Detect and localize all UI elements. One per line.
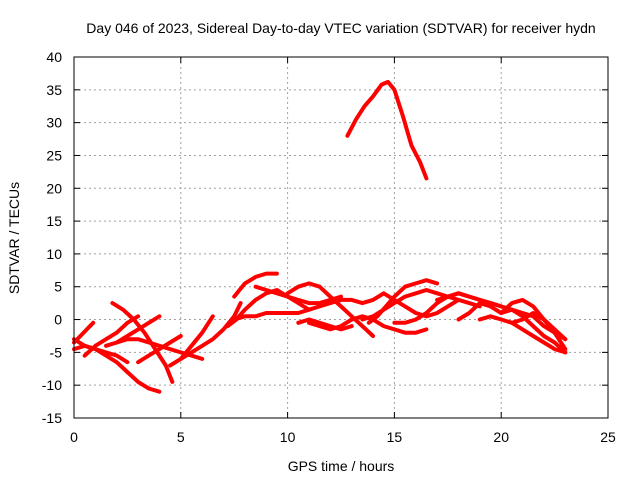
y-tick-label: -15	[42, 410, 62, 426]
series-line-arc-27	[509, 320, 568, 355]
x-axis-label: GPS time / hours	[288, 458, 395, 474]
series-line-arc-14	[253, 284, 343, 306]
y-tick-label: 40	[46, 49, 62, 65]
series-line-arc-22	[345, 79, 429, 181]
x-tick-label: 10	[280, 429, 296, 445]
x-tick-label: 15	[387, 429, 403, 445]
series-line-arc-15	[285, 281, 375, 338]
y-tick-label: 0	[54, 312, 62, 328]
series-line-arc-13	[232, 307, 311, 322]
x-tick-label: 0	[70, 429, 78, 445]
y-tick-label: 25	[46, 147, 62, 163]
x-tick-label: 25	[600, 429, 616, 445]
series-group	[72, 79, 568, 394]
y-tick-label: 10	[46, 246, 62, 262]
series-line-arc-18	[328, 291, 461, 319]
y-tick-label: 20	[46, 180, 62, 196]
tick-labels: 0 5 10 15 20 25 -15 -10 -5 0 5 10 15 20 25 30 35 40	[42, 49, 616, 445]
series-line-arc-23	[435, 291, 568, 342]
chart-title: Day 046 of 2023, Sidereal Day-to-day VTE…	[86, 20, 595, 36]
series-line-arc-2	[72, 343, 130, 365]
tick-marks	[73, 56, 609, 419]
y-tick-label: -5	[50, 344, 63, 360]
series-line-arc-24	[456, 301, 568, 355]
series-line-arc-8	[136, 334, 183, 365]
series-line-arc-3	[72, 320, 96, 345]
y-tick-label: 15	[46, 213, 62, 229]
grid	[74, 57, 608, 418]
series-line-arc-4	[82, 314, 141, 358]
y-tick-label: 5	[54, 279, 62, 295]
y-tick-label: 35	[46, 82, 62, 98]
series-line-arc-12	[225, 288, 333, 329]
y-tick-label: 30	[46, 115, 62, 131]
series-line-arc-26	[499, 297, 568, 352]
y-tick-label: -10	[42, 377, 62, 393]
series-line-arc-11	[232, 271, 279, 299]
series-line-arc-7	[114, 314, 162, 345]
series-line-arc-20	[366, 278, 440, 325]
series-line-arc-10	[178, 314, 215, 361]
y-axis-label: SDTVAR / TECUs	[6, 182, 22, 294]
plot-frame	[73, 56, 609, 419]
series-line-arc-5	[110, 301, 175, 384]
series-line-arc-16	[296, 317, 354, 332]
x-tick-label: 20	[493, 429, 509, 445]
x-tick-label: 5	[177, 429, 185, 445]
